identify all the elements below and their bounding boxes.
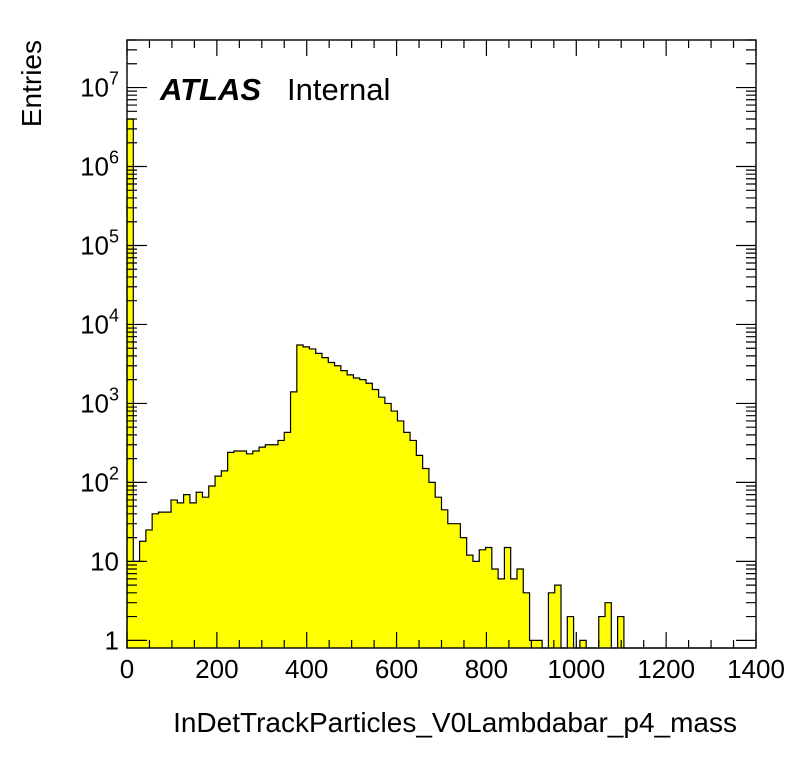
histogram-bar bbox=[133, 561, 140, 648]
y-tick-label: 102 bbox=[80, 463, 119, 497]
y-axis-title: Entries bbox=[16, 40, 47, 127]
histogram-bar bbox=[233, 450, 241, 648]
histogram-bar bbox=[246, 453, 254, 648]
histogram-bar bbox=[221, 470, 229, 648]
histogram-bar bbox=[189, 502, 197, 648]
histogram-bar bbox=[617, 616, 625, 648]
histogram-bar bbox=[303, 346, 310, 648]
histogram-bar bbox=[271, 444, 279, 648]
histogram-bar bbox=[366, 383, 373, 648]
histogram-bar bbox=[227, 452, 235, 648]
histogram-bar bbox=[422, 468, 430, 648]
internal-label: Internal bbox=[287, 72, 390, 107]
histogram-bar bbox=[535, 640, 543, 648]
histogram-bar bbox=[372, 389, 379, 648]
histogram-bar bbox=[435, 497, 442, 648]
histogram-bar bbox=[466, 555, 474, 648]
histogram-bar bbox=[554, 585, 562, 648]
histogram-bar bbox=[447, 523, 455, 648]
histogram-bar bbox=[158, 512, 166, 648]
histogram-bar bbox=[548, 592, 556, 648]
y-tick-label: 105 bbox=[80, 226, 119, 260]
histogram-bar bbox=[353, 377, 361, 648]
histogram-bar bbox=[183, 494, 191, 648]
histogram-bar bbox=[384, 403, 392, 648]
histogram-bar bbox=[504, 547, 512, 648]
histogram-outline bbox=[126, 118, 756, 649]
histogram-bar bbox=[208, 486, 216, 648]
x-tick-labels: 0 200 400 600 800 1000 1200 1400 bbox=[120, 654, 785, 684]
atlas-label: ATLAS bbox=[159, 72, 261, 107]
x-tick-label: 400 bbox=[285, 654, 328, 684]
x-tick-label: 200 bbox=[195, 654, 238, 684]
x-tick-label: 800 bbox=[465, 654, 508, 684]
histogram-bar bbox=[598, 616, 606, 648]
histogram-bar bbox=[196, 492, 203, 648]
histogram-bar bbox=[240, 450, 247, 648]
histogram-bar bbox=[472, 561, 480, 648]
histogram-bar bbox=[277, 440, 285, 648]
y-tick-label: 10 bbox=[90, 546, 119, 576]
histogram-bar bbox=[491, 569, 499, 648]
histogram-bar bbox=[284, 432, 291, 648]
y-tick-label: 1 bbox=[105, 625, 119, 655]
histogram-bar bbox=[334, 365, 342, 648]
y-tick-label: 104 bbox=[80, 305, 119, 339]
histogram-bar bbox=[202, 497, 210, 648]
histogram-bar bbox=[454, 523, 461, 648]
histogram-bar bbox=[296, 344, 304, 648]
y-tick-label: 107 bbox=[80, 69, 119, 103]
histogram-bar bbox=[523, 592, 530, 648]
histogram-bar bbox=[378, 397, 386, 648]
histogram-bar bbox=[359, 379, 367, 648]
x-tick-label: 0 bbox=[120, 654, 134, 684]
histogram-bar bbox=[567, 616, 574, 648]
x-tick-label: 1400 bbox=[727, 654, 785, 684]
histogram-bar bbox=[403, 432, 411, 648]
plot-frame bbox=[126, 39, 757, 649]
histogram-bar bbox=[145, 529, 153, 648]
histogram-bar bbox=[391, 411, 398, 648]
x-tick-label: 1000 bbox=[547, 654, 605, 684]
histogram-bars bbox=[127, 118, 625, 648]
histogram-bar bbox=[510, 578, 518, 648]
histogram-bar bbox=[347, 374, 354, 648]
histogram-bar bbox=[127, 118, 134, 648]
histogram-bar bbox=[315, 353, 323, 648]
histogram-bar bbox=[321, 357, 329, 648]
histogram-bar bbox=[290, 391, 298, 648]
histogram-bar bbox=[485, 547, 493, 648]
y-tick-labels: 1 10 102 103 104 105 106 107 bbox=[80, 69, 119, 656]
histogram-bar bbox=[460, 537, 468, 648]
histogram-bar bbox=[265, 444, 273, 648]
x-axis-title: InDetTrackParticles_V0Lambdabar_p4_mass bbox=[173, 707, 737, 738]
histogram-bar bbox=[252, 450, 260, 648]
histogram-bar bbox=[177, 502, 185, 648]
histogram-bar bbox=[479, 549, 486, 648]
histogram-bar bbox=[410, 440, 417, 648]
histogram-bar bbox=[215, 476, 222, 648]
x-tick-label: 600 bbox=[375, 654, 418, 684]
histogram-bar bbox=[171, 499, 178, 648]
histogram-bar bbox=[397, 420, 405, 648]
histogram-bar bbox=[309, 348, 317, 648]
histogram-bar bbox=[516, 569, 524, 648]
histogram-bar bbox=[579, 640, 587, 648]
histogram-bar bbox=[441, 509, 449, 648]
y-tick-label: 106 bbox=[80, 148, 119, 182]
histogram-bar bbox=[605, 602, 612, 648]
histogram-bar bbox=[139, 541, 147, 648]
x-tick-label: 1200 bbox=[637, 654, 695, 684]
histogram-bar bbox=[259, 447, 266, 648]
histogram-bar bbox=[152, 513, 159, 648]
histogram-bar bbox=[340, 370, 348, 648]
y-tick-label: 103 bbox=[80, 384, 119, 418]
histogram-bar bbox=[416, 455, 424, 648]
histogram-bar bbox=[529, 640, 537, 648]
histogram-bar bbox=[164, 512, 172, 648]
histogram-bar bbox=[498, 578, 505, 648]
histogram-bar bbox=[328, 362, 335, 648]
histogram-bar bbox=[428, 482, 436, 648]
